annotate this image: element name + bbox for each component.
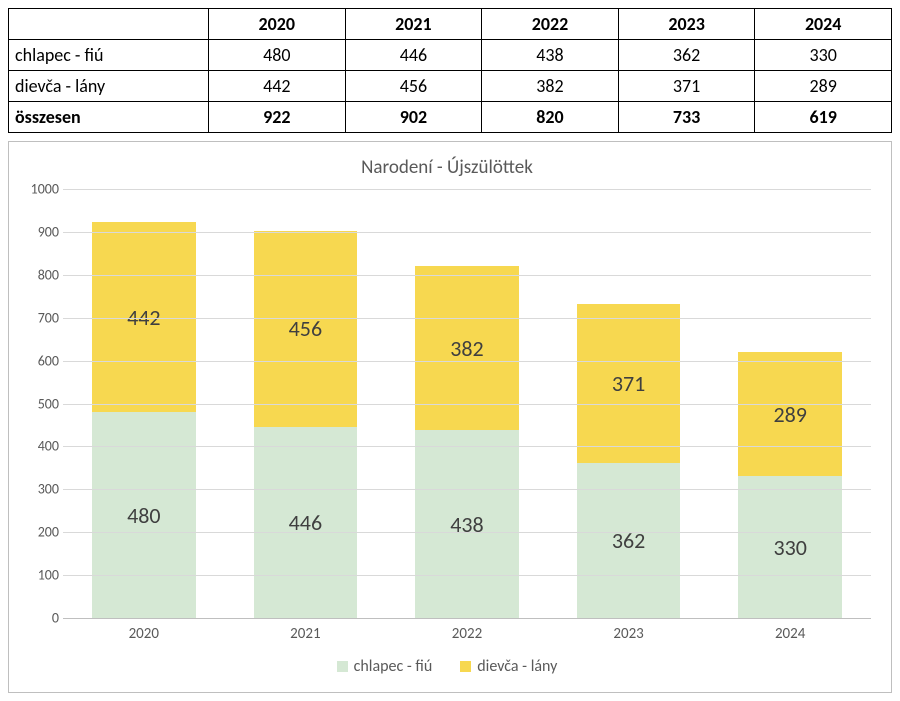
cell: 456 bbox=[345, 71, 482, 102]
legend-item: dievča - lány bbox=[460, 657, 557, 676]
y-tick-label: 1000 bbox=[19, 181, 59, 198]
grid-line bbox=[63, 275, 871, 276]
cell: 438 bbox=[482, 40, 619, 71]
header-year: 2020 bbox=[209, 9, 346, 40]
cell: 442 bbox=[209, 71, 346, 102]
cell: 480 bbox=[209, 40, 346, 71]
y-tick-label: 300 bbox=[19, 481, 59, 498]
x-tick-label: 2021 bbox=[225, 619, 387, 643]
header-year: 2022 bbox=[482, 9, 619, 40]
y-tick-label: 200 bbox=[19, 524, 59, 541]
row-label: dievča - lány bbox=[9, 71, 209, 102]
x-tick-label: 2023 bbox=[548, 619, 710, 643]
cell: 330 bbox=[755, 40, 892, 71]
bar-segment: 438 bbox=[415, 430, 518, 618]
total-cell: 733 bbox=[618, 102, 755, 133]
cell: 382 bbox=[482, 71, 619, 102]
total-cell: 820 bbox=[482, 102, 619, 133]
total-cell: 922 bbox=[209, 102, 346, 133]
total-cell: 619 bbox=[755, 102, 892, 133]
bar-segment: 362 bbox=[577, 463, 680, 618]
total-label: összesen bbox=[9, 102, 209, 133]
header-year: 2024 bbox=[755, 9, 892, 40]
cell: 289 bbox=[755, 71, 892, 102]
total-cell: 902 bbox=[345, 102, 482, 133]
data-table: 2020 2021 2022 2023 2024 chlapec - fiú 4… bbox=[8, 8, 892, 133]
grid-line bbox=[63, 489, 871, 490]
x-tick-label: 2024 bbox=[709, 619, 871, 643]
table-row: dievča - lány 442 456 382 371 289 bbox=[9, 71, 892, 102]
bar-segment: 371 bbox=[577, 304, 680, 463]
bar-segment: 330 bbox=[738, 476, 841, 618]
header-year: 2021 bbox=[345, 9, 482, 40]
x-axis: 20202021202220232024 bbox=[63, 619, 871, 643]
cell: 371 bbox=[618, 71, 755, 102]
legend-item: chlapec - fiú bbox=[337, 657, 433, 676]
y-tick-label: 100 bbox=[19, 567, 59, 584]
plot-area: 480442446456438382362371330289 010020030… bbox=[63, 189, 871, 619]
grid-line bbox=[63, 318, 871, 319]
row-label: chlapec - fiú bbox=[9, 40, 209, 71]
chart-title: Narodení - Újszülöttek bbox=[19, 156, 875, 179]
y-tick-label: 600 bbox=[19, 352, 59, 369]
y-tick-label: 400 bbox=[19, 438, 59, 455]
x-tick-label: 2022 bbox=[386, 619, 548, 643]
cell: 362 bbox=[618, 40, 755, 71]
y-tick-label: 0 bbox=[19, 610, 59, 627]
births-chart: Narodení - Újszülöttek 48044244645643838… bbox=[8, 141, 892, 693]
grid-line bbox=[63, 361, 871, 362]
y-tick-label: 800 bbox=[19, 266, 59, 283]
y-tick-label: 700 bbox=[19, 309, 59, 326]
header-year: 2023 bbox=[618, 9, 755, 40]
bar-segment: 289 bbox=[738, 352, 841, 476]
grid-line bbox=[63, 189, 871, 190]
grid-line bbox=[63, 446, 871, 447]
table-row: chlapec - fiú 480 446 438 362 330 bbox=[9, 40, 892, 71]
cell: 446 bbox=[345, 40, 482, 71]
x-tick-label: 2020 bbox=[63, 619, 225, 643]
grid-line bbox=[63, 404, 871, 405]
legend-swatch-icon bbox=[337, 661, 348, 672]
legend: chlapec - fiú dievča - lány bbox=[19, 657, 875, 676]
legend-label: dievča - lány bbox=[477, 657, 557, 676]
header-blank bbox=[9, 9, 209, 40]
grid-line bbox=[63, 532, 871, 533]
table-total-row: összesen 922 902 820 733 619 bbox=[9, 102, 892, 133]
legend-label: chlapec - fiú bbox=[354, 657, 433, 676]
grid-line bbox=[63, 575, 871, 576]
bar-segment: 480 bbox=[92, 412, 195, 618]
y-tick-label: 900 bbox=[19, 223, 59, 240]
table-header-row: 2020 2021 2022 2023 2024 bbox=[9, 9, 892, 40]
bar-segment: 456 bbox=[254, 231, 357, 427]
bar-segment: 446 bbox=[254, 427, 357, 618]
y-tick-label: 500 bbox=[19, 395, 59, 412]
legend-swatch-icon bbox=[460, 661, 471, 672]
bar-segment: 382 bbox=[415, 266, 518, 430]
grid-line bbox=[63, 232, 871, 233]
